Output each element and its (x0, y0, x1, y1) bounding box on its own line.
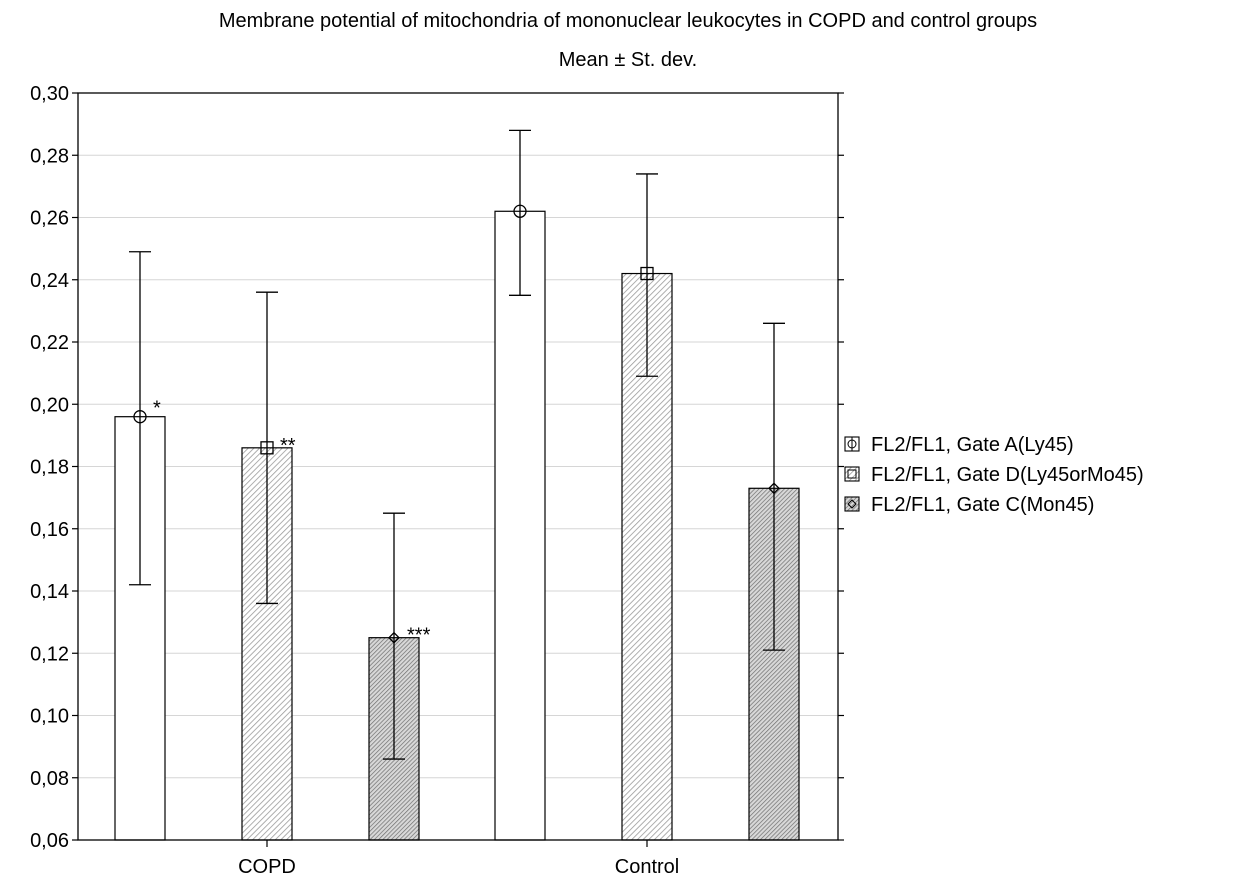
y-tick-label: 0,24 (30, 270, 69, 292)
legend-swatch (844, 466, 860, 482)
grid-lines (78, 154, 838, 779)
legend-square-marker (847, 469, 857, 479)
square-marker (260, 441, 274, 455)
square-marker (640, 266, 654, 281)
legend-item: FL2/FL1, Gate C(Mon45) (844, 494, 1094, 516)
markers (133, 204, 780, 644)
error-bars (129, 129, 785, 760)
y-tick-label: 0,26 (30, 208, 69, 230)
y-tick-label: 0,20 (30, 394, 69, 416)
diamond-marker (768, 482, 780, 495)
diamond-marker (388, 631, 400, 644)
y-axis: 0,06 0,08 0,10 0,12 0,14 0,16 0,18 0,20 0,22 0,24… (30, 83, 844, 852)
legend-label: FL2/FL1, Gate A(Ly45) (871, 434, 1074, 456)
circle-marker (133, 410, 147, 424)
y-tick-label: 0,14 (30, 581, 69, 603)
legend: FL2/FL1, Gate A(Ly45) FL2/FL1, Gate D(Ly4… (844, 434, 1144, 516)
circle-marker (513, 204, 527, 218)
x-tick-label: COPD (238, 856, 296, 878)
y-tick-label: 0,10 (30, 706, 69, 728)
y-tick-label: 0,18 (30, 457, 69, 479)
bars (114, 210, 800, 841)
significance-annotations: ****** (153, 398, 431, 647)
x-tick-label: Control (615, 856, 679, 878)
significance-annotation: *** (407, 625, 431, 647)
legend-label: FL2/FL1, Gate D(Ly45orMo45) (871, 464, 1144, 486)
y-tick-label: 0,06 (30, 830, 69, 852)
chart-subtitle: Mean ± St. dev. (559, 49, 697, 71)
chart-title: Membrane potential of mitochondria of mo… (219, 10, 1037, 32)
significance-annotation: * (153, 398, 161, 420)
bar (494, 210, 546, 841)
legend-swatch (844, 496, 860, 512)
x-axis: COPD Control (238, 840, 679, 878)
y-tick-label: 0,08 (30, 768, 69, 790)
legend-label: FL2/FL1, Gate C(Mon45) (871, 494, 1094, 516)
legend-item: FL2/FL1, Gate A(Ly45) (844, 434, 1074, 456)
legend-item: FL2/FL1, Gate D(Ly45orMo45) (844, 464, 1144, 486)
legend-diamond-marker (847, 499, 857, 509)
y-tick-label: 0,22 (30, 332, 69, 354)
y-tick-label: 0,12 (30, 643, 69, 665)
y-tick-label: 0,28 (30, 145, 69, 167)
y-tick-label: 0,16 (30, 519, 69, 541)
y-tick-label: 0,30 (30, 83, 69, 105)
significance-annotation: ** (280, 435, 296, 457)
